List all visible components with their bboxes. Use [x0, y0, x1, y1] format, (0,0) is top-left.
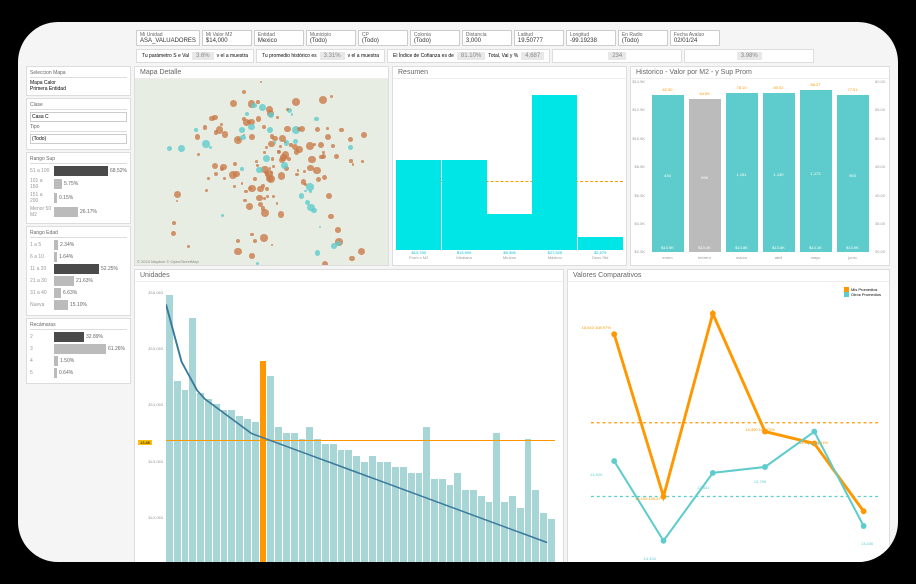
- hbar-row[interactable]: 31 a 406.63%: [30, 288, 127, 298]
- hbar-row[interactable]: Menor 50 M226.17%: [30, 206, 127, 218]
- filter-mi-valor-m2[interactable]: Mi Valor M2$14,000: [202, 30, 252, 46]
- panel-title: Mapa Detalle: [135, 67, 388, 79]
- filter-bar: Mi UnidadASA_VALUADORESMi Valor M2$14,00…: [136, 30, 890, 46]
- filter-cp[interactable]: CP(Todo): [358, 30, 408, 46]
- resumen-bar[interactable]: $13,909Mediana: [442, 160, 487, 249]
- hbar-row[interactable]: 11 a 2052.25%: [30, 264, 127, 274]
- hbar-row[interactable]: 361.26%: [30, 344, 127, 354]
- hist-bar[interactable]: 80.021,130$13.8Kabril: [763, 93, 795, 251]
- kpi-row: Tu parámetro S e Val3.6%v el a muestraTu…: [136, 49, 890, 63]
- clase-panel: Clase Casa C Tipo (Todo): [26, 98, 131, 150]
- filter-latitud[interactable]: Latitud19.50777: [514, 30, 564, 46]
- hbar-row[interactable]: 51 a 10068.52%: [30, 166, 127, 176]
- comparativos-panel: Valores Comparativos Mis PromediosOtros …: [567, 269, 890, 563]
- clase-select[interactable]: Casa C: [30, 112, 127, 122]
- tipo-select[interactable]: (Todo): [30, 134, 127, 144]
- resumen-bar[interactable]: $5,308Mínimo: [487, 214, 532, 250]
- kpi-card: Tu promedio histórico es3.31%v el a mues…: [256, 49, 385, 63]
- unidades-panel: Unidades $16,083$15,083$14,083$13,083$12…: [134, 269, 564, 563]
- filter-fecha-avaluo[interactable]: Fecha Avaluo02/01/24: [670, 30, 720, 46]
- kpi-card: El Índice de Cofianza es de81.10%Total, …: [387, 49, 550, 63]
- panel-title: Rango Edad: [30, 230, 127, 238]
- hist-bar[interactable]: 62.30434$13.9Kenero: [652, 95, 684, 251]
- panel-title: Resumen: [393, 67, 626, 79]
- historico-panel: Historico - Valor por M2 - y Sup Prom $1…: [630, 66, 890, 266]
- hist-bar[interactable]: 77.51953$13.9Kjunio: [837, 95, 869, 251]
- filter-en-radio[interactable]: En Radio(Todo): [618, 30, 668, 46]
- kpi-card: 234: [552, 49, 682, 63]
- hbar-row[interactable]: 21 a 3021.63%: [30, 276, 127, 286]
- panel-title: Seleccion Mapa: [30, 70, 127, 78]
- panel-title: Clase: [30, 102, 127, 110]
- kpi-card: Tu parámetro S e Val3.6%v el a muestra: [136, 49, 254, 63]
- kpi-card: 3.98%: [684, 49, 814, 63]
- sidebar: Seleccion Mapa Mapa Calor Primera Entida…: [26, 66, 131, 550]
- hbar-row[interactable]: 151 a 2000.15%: [30, 192, 127, 204]
- filter-entidad[interactable]: EntidadMexico: [254, 30, 304, 46]
- recamaras-panel: Recámaras 232.89% 361.26% 41.50% 50.64%: [26, 318, 131, 384]
- filter-mi-unidad[interactable]: Mi UnidadASA_VALUADORES: [136, 30, 200, 46]
- hbar-row[interactable]: Nueva15.10%: [30, 300, 127, 310]
- filter-municipio[interactable]: Municipio(Todo): [306, 30, 356, 46]
- panel-title: Valores Comparativos: [568, 270, 889, 282]
- filter-distancia[interactable]: Distancia3,000: [462, 30, 512, 46]
- filter-longitud[interactable]: Longitud-99.19238: [566, 30, 616, 46]
- map-credit: © 2024 Mapbox © OpenStreetMap: [137, 259, 199, 264]
- hbar-row[interactable]: 6 a 101.64%: [30, 252, 127, 262]
- mapa-panel: Mapa Detalle © 2024 Mapbox © OpenStreetM…: [134, 66, 389, 266]
- hbar-row[interactable]: 101 a 1505.75%: [30, 178, 127, 190]
- panel-title: Historico - Valor por M2 - y Sup Prom: [631, 67, 889, 79]
- panel-title: Rango Sup: [30, 156, 127, 164]
- resumen-panel: Resumen $13,975$13,780Prom x M2$13,909Me…: [392, 66, 627, 266]
- resumen-bar[interactable]: $27,525Máximo: [532, 95, 577, 249]
- hist-bar[interactable]: 78.101,151$13.8Kmarzo: [726, 93, 758, 251]
- hbar-row[interactable]: 1 a 52.34%: [30, 240, 127, 250]
- rango-edad-panel: Rango Edad 1 a 52.34% 6 a 101.64% 11 a 205…: [26, 226, 131, 316]
- dashboard-frame: Mi UnidadASA_VALUADORESMi Valor M2$14,00…: [18, 22, 898, 562]
- panel-title: Unidades: [135, 270, 563, 282]
- panel-title: Tipo: [30, 124, 127, 132]
- panel-title: Recámaras: [30, 322, 127, 330]
- map-canvas[interactable]: © 2024 Mapbox © OpenStreetMap: [135, 79, 388, 265]
- resumen-bar[interactable]: $2,579Desv Std: [578, 237, 623, 250]
- resumen-bar[interactable]: $13,780Prom x M2: [396, 160, 441, 249]
- rango-sup-panel: Rango Sup 51 a 10068.52% 101 a 1505.75% 15…: [26, 152, 131, 224]
- hbar-row[interactable]: 232.89%: [30, 332, 127, 342]
- hbar-row[interactable]: 41.50%: [30, 356, 127, 366]
- hbar-row[interactable]: 50.64%: [30, 368, 127, 378]
- hist-bar[interactable]: 64.59996$13.4Kfebrero: [689, 99, 721, 252]
- hist-bar[interactable]: 88.271,173$14.1Kmayo: [800, 90, 832, 252]
- seleccion-item[interactable]: Primera Entidad: [30, 86, 127, 92]
- filter-colonia[interactable]: Colonia(Todo): [410, 30, 460, 46]
- seleccion-mapa-panel: Seleccion Mapa Mapa Calor Primera Entida…: [26, 66, 131, 96]
